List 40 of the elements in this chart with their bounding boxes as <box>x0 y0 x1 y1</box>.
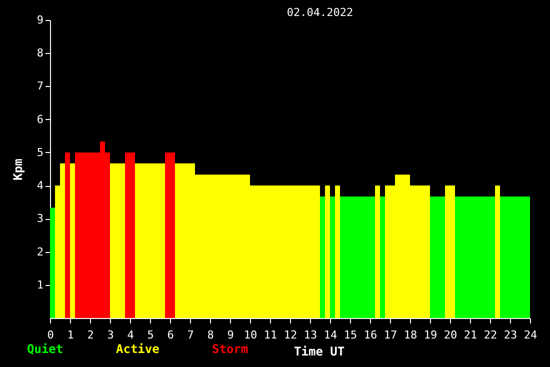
x-tick-label: 24 <box>524 328 538 342</box>
x-tick-label: 17 <box>384 328 398 342</box>
y-tick-label: 2 <box>36 245 44 258</box>
x-tick-label: 22 <box>484 328 498 342</box>
y-axis-title: Kpm <box>10 158 25 180</box>
x-tick-label: 14 <box>324 328 338 342</box>
x-tick-label: 1 <box>67 328 74 342</box>
y-tick-label: 7 <box>36 80 44 93</box>
x-tick-label: 19 <box>424 328 438 342</box>
x-tick-label: 5 <box>147 328 154 342</box>
x-tick-label: 11 <box>264 328 278 342</box>
y-tick-label: 1 <box>36 278 44 292</box>
y-tick-label: 5 <box>36 146 44 159</box>
text: Quiet <box>27 342 64 356</box>
y-tick-label: 9 <box>36 14 44 26</box>
y-tick-label: 8 <box>36 46 44 60</box>
x-tick-label: 20 <box>444 328 458 342</box>
x-tick-label: 6 <box>167 328 174 342</box>
x-tick-label: 4 <box>127 328 134 342</box>
x-tick-label: 7 <box>187 328 194 342</box>
y-tick-label: 3 <box>36 212 44 226</box>
x-tick-label: 18 <box>404 328 418 342</box>
x-tick-label: 8 <box>207 328 214 342</box>
x-tick-label: 12 <box>284 328 298 342</box>
x-tick-label: 10 <box>244 328 258 342</box>
y-tick-label: 4 <box>36 179 44 192</box>
chart-title: 02.04.2022 <box>286 6 354 19</box>
text: Storm <box>212 342 248 356</box>
x-tick-label: 13 <box>304 328 318 342</box>
y-tick-label: 6 <box>36 112 44 126</box>
x-tick-label: 3 <box>107 328 114 342</box>
x-tick-label: 2 <box>87 328 94 342</box>
x-axis-title: Time UT <box>294 344 345 358</box>
x-tick-label: 15 <box>344 328 358 342</box>
series-label: Active <box>116 342 160 356</box>
x-tick-label: 0 <box>47 328 54 342</box>
x-tick-label: 21 <box>464 328 478 342</box>
x-tick-label: 23 <box>504 328 518 342</box>
x-tick-label: 16 <box>364 328 378 342</box>
x-tick-label: 9 <box>227 328 234 342</box>
